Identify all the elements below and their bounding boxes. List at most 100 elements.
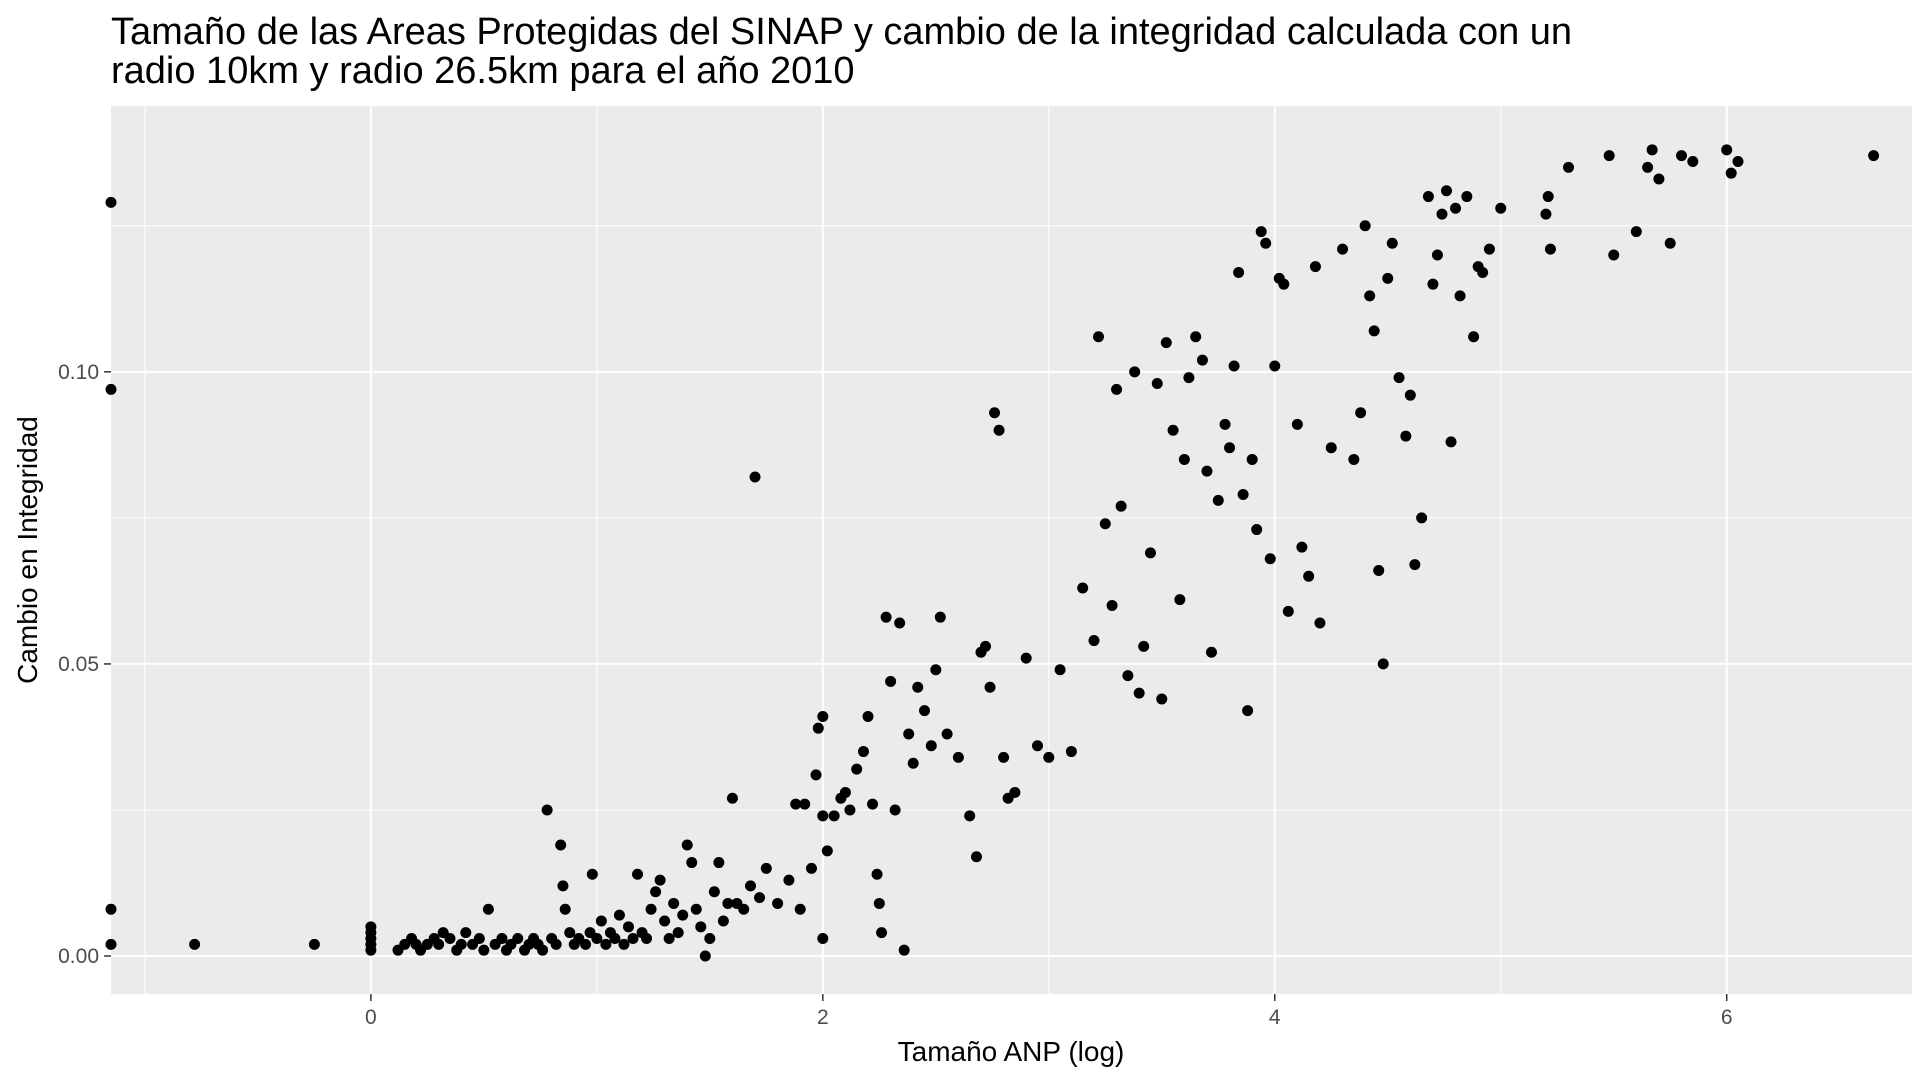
data-point	[627, 933, 639, 944]
data-point	[1653, 173, 1665, 185]
x-axis: 0 2 4 6	[365, 994, 1733, 1029]
data-point	[876, 927, 888, 939]
data-point	[867, 798, 879, 810]
data-point	[821, 845, 833, 857]
data-point	[1133, 687, 1145, 699]
data-point	[1212, 494, 1224, 506]
data-point	[1721, 144, 1733, 156]
data-point	[681, 839, 693, 851]
data-point	[1732, 156, 1744, 167]
data-point	[1129, 366, 1141, 378]
data-point	[1106, 600, 1118, 611]
data-point	[1422, 191, 1434, 203]
data-point	[473, 933, 485, 944]
data-point	[851, 763, 863, 775]
data-points	[105, 144, 1880, 962]
data-point	[690, 903, 702, 915]
data-point	[1325, 442, 1337, 454]
data-point	[839, 786, 851, 798]
chart-title-line-2: radio 10km y radio 26.5km para el año 20…	[111, 50, 855, 92]
data-point	[650, 886, 662, 898]
data-point	[799, 798, 811, 810]
data-point	[794, 903, 806, 915]
data-point	[898, 944, 910, 956]
data-point	[1468, 331, 1480, 343]
data-point	[654, 874, 666, 886]
data-point	[783, 874, 795, 886]
data-point	[1065, 746, 1077, 758]
data-point	[726, 792, 738, 804]
data-point	[738, 903, 750, 915]
data-point	[1542, 191, 1554, 203]
data-point	[873, 897, 885, 909]
data-point	[1264, 553, 1276, 565]
data-point	[1255, 226, 1267, 238]
data-point	[810, 769, 822, 781]
plot-panel	[111, 106, 1912, 994]
data-point	[1386, 237, 1398, 249]
data-point	[871, 868, 883, 880]
data-point	[1687, 156, 1699, 167]
data-point	[1483, 243, 1495, 255]
chart-title-line-1: Tamaño de las Areas Protegidas del SINAP…	[111, 11, 1572, 53]
data-point	[1377, 658, 1389, 670]
data-point	[817, 810, 829, 822]
data-point	[1054, 664, 1066, 676]
data-point	[433, 938, 445, 950]
data-point	[1400, 430, 1412, 442]
data-point	[1201, 465, 1213, 477]
data-point	[1190, 331, 1202, 343]
data-point	[1122, 670, 1134, 682]
data-point	[1314, 617, 1326, 629]
data-point	[460, 927, 472, 939]
data-point	[806, 862, 818, 874]
data-point	[1445, 436, 1457, 448]
data-point	[586, 868, 598, 880]
data-point	[772, 897, 784, 909]
data-point	[1427, 278, 1439, 290]
data-point	[1393, 372, 1405, 384]
data-point	[365, 944, 377, 956]
data-point	[1404, 389, 1416, 401]
data-point	[1296, 541, 1308, 553]
data-point	[952, 751, 964, 763]
data-point	[919, 705, 931, 717]
data-point	[907, 757, 919, 769]
x-tick-label: 6	[1721, 1006, 1733, 1029]
data-point	[1454, 290, 1466, 302]
data-point	[659, 915, 671, 927]
data-point	[537, 944, 549, 956]
data-point	[1368, 325, 1380, 337]
data-point	[699, 950, 711, 962]
x-axis-title: Tamaño ANP (log)	[898, 1036, 1125, 1067]
data-point	[105, 196, 117, 208]
data-point	[1077, 582, 1089, 594]
data-point	[105, 903, 117, 915]
data-point	[1440, 185, 1452, 197]
data-point	[1156, 693, 1168, 705]
data-point	[1461, 191, 1473, 203]
data-point	[496, 933, 508, 944]
data-point	[1382, 272, 1394, 284]
data-point	[1088, 635, 1100, 647]
data-point	[564, 927, 576, 939]
y-tick-label: 0.00	[58, 945, 99, 968]
data-point	[512, 933, 524, 944]
data-point	[1303, 570, 1315, 582]
data-point	[1260, 237, 1272, 249]
data-point	[1563, 161, 1575, 173]
data-point	[1646, 144, 1658, 156]
data-point	[591, 933, 603, 944]
data-point	[812, 722, 824, 734]
data-point	[885, 675, 897, 687]
data-point	[672, 927, 684, 939]
data-point	[557, 880, 569, 892]
data-point	[622, 921, 634, 933]
data-point	[998, 751, 1010, 763]
data-point	[1174, 594, 1186, 606]
data-point	[1664, 237, 1676, 249]
data-point	[1178, 453, 1190, 465]
data-point	[1237, 489, 1249, 500]
x-tick-label: 2	[817, 1006, 829, 1029]
data-point	[1364, 290, 1376, 302]
